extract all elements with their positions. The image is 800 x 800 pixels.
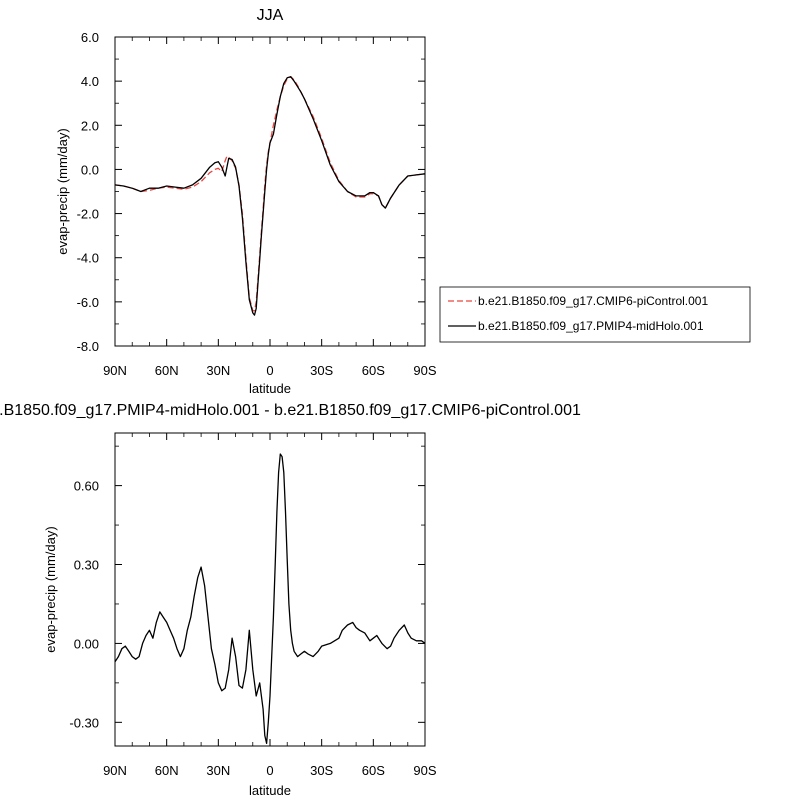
y-tick-label: 4.0 <box>81 74 99 89</box>
x-tick-label: 90N <box>103 363 127 378</box>
y-tick-label: -0.30 <box>69 715 99 730</box>
y-axis-ticks: -0.30 0.00 0.30 0.60 <box>69 445 425 730</box>
x-axis-ticks: 90N 60N 30N 0 30S 60S 90S <box>103 433 437 778</box>
series-line-1 <box>114 76 426 316</box>
y-tick-label: -6.0 <box>77 295 99 310</box>
legend: b.e21.B1850.f09_g17.CMIP6-piControl.001 … <box>439 286 751 343</box>
y-tick-label: -8.0 <box>77 339 99 354</box>
x-tick-label: 90S <box>413 763 436 778</box>
y-axis-ticks: -8.0 -6.0 -4.0 -2.0 0.0 2.0 4.0 6.0 <box>77 30 425 354</box>
chart-title: JJA <box>257 7 284 24</box>
plot-lines <box>114 76 426 316</box>
x-tick-label: 0 <box>266 763 273 778</box>
x-tick-label: 30N <box>206 363 230 378</box>
x-axis-ticks: 90N 60N 30N 0 30S 60S 90S <box>103 37 437 378</box>
y-tick-label: 0.00 <box>74 636 99 651</box>
y-tick-label: 2.0 <box>81 118 99 133</box>
y-tick-label: 0.60 <box>74 479 99 494</box>
y-axis-label: evap-precip (mm/day) <box>43 526 58 652</box>
y-tick-label: 0.30 <box>74 558 99 573</box>
x-tick-label: 0 <box>266 363 273 378</box>
y-tick-label: 0.0 <box>81 162 99 177</box>
panel-bottom: b.e21.B1850.f09_g17.PMIP4-midHolo.001 - … <box>0 402 581 798</box>
x-tick-label: 60S <box>362 763 385 778</box>
x-axis-label: latitude <box>249 783 291 798</box>
x-tick-label: 30S <box>310 363 333 378</box>
x-tick-label: 90N <box>103 763 127 778</box>
legend-box <box>439 286 751 343</box>
plot-lines <box>114 453 426 745</box>
x-tick-label: 90S <box>413 363 436 378</box>
panel-top: JJA 90N 60N 30N 0 30S 60S 90S -8.0 -6.0 -4.0 -2.0… <box>55 7 751 396</box>
y-tick-label: -4.0 <box>77 251 99 266</box>
x-tick-label: 60S <box>362 363 385 378</box>
x-axis-label: latitude <box>249 381 291 396</box>
chart-title: b.e21.B1850.f09_g17.PMIP4-midHolo.001 - … <box>0 402 581 419</box>
x-tick-label: 60N <box>155 363 179 378</box>
x-tick-label: 30N <box>206 763 230 778</box>
y-axis-label: evap-precip (mm/day) <box>55 128 70 254</box>
plot-frame <box>114 36 426 347</box>
series-line-0 <box>114 453 426 745</box>
y-tick-label: -2.0 <box>77 207 99 222</box>
x-tick-label: 60N <box>155 763 179 778</box>
series-line-0 <box>114 76 426 312</box>
legend-label-midholo: b.e21.B1850.f09_g17.PMIP4-midHolo.001 <box>478 319 704 333</box>
y-tick-label: 6.0 <box>81 30 99 45</box>
legend-label-picontrol: b.e21.B1850.f09_g17.CMIP6-piControl.001 <box>478 294 708 308</box>
x-tick-label: 30S <box>310 763 333 778</box>
